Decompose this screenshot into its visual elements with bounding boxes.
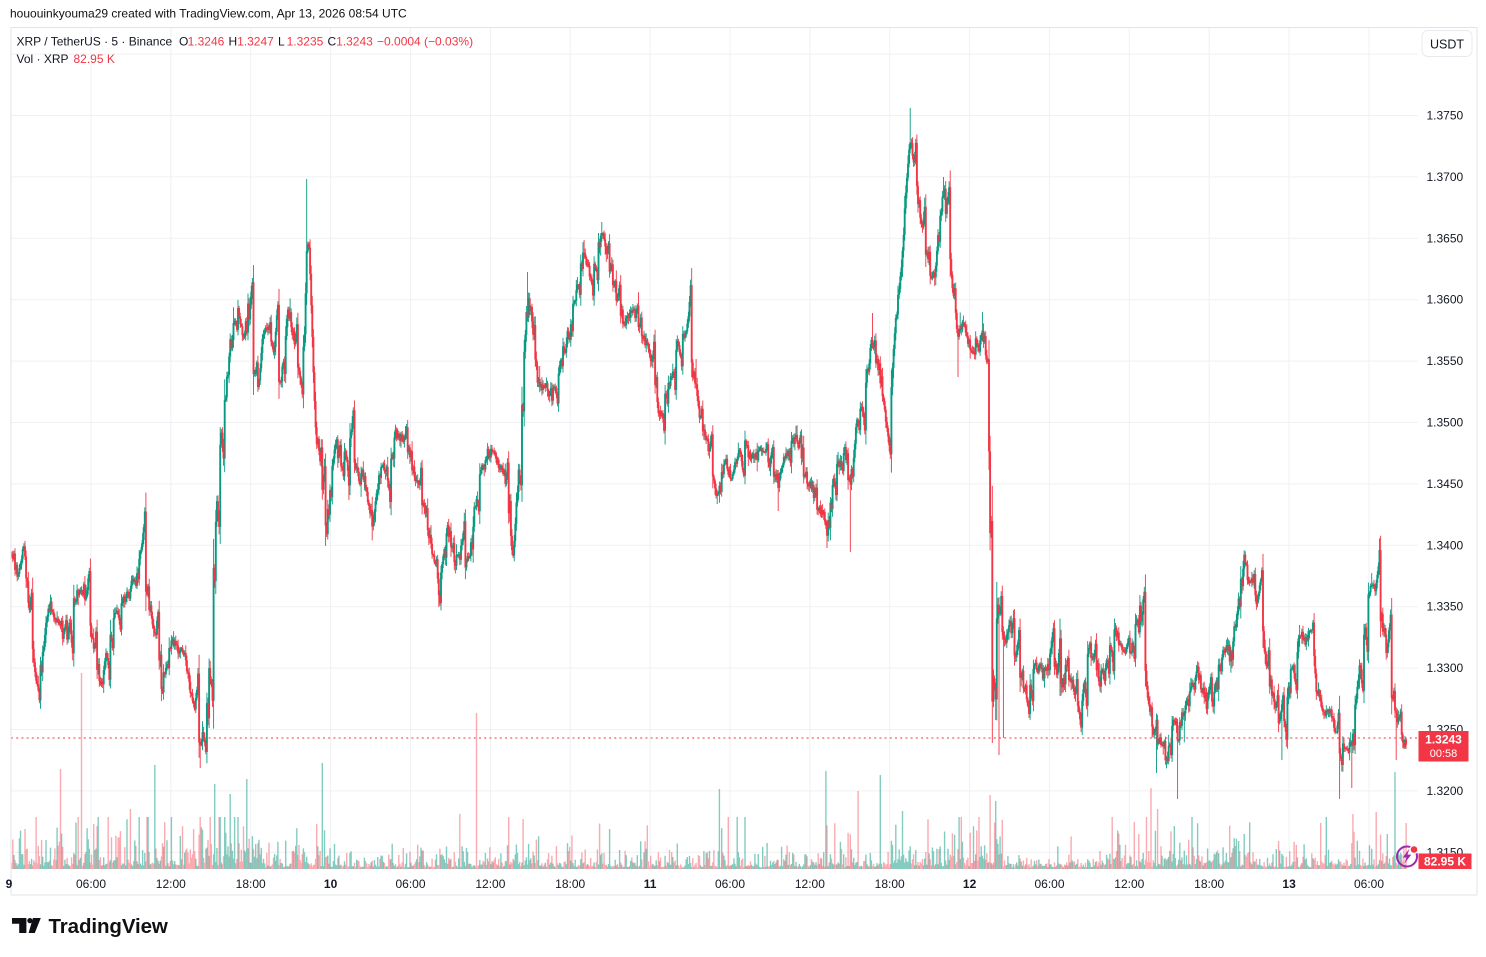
svg-text:12:00: 12:00 [475,877,505,891]
svg-text:H: H [229,35,238,49]
svg-text:1.3700: 1.3700 [1427,170,1464,184]
svg-text:1.3243: 1.3243 [1425,733,1462,747]
svg-text:12:00: 12:00 [795,877,825,891]
svg-text:06:00: 06:00 [76,877,106,891]
svg-text:1.3500: 1.3500 [1427,416,1464,430]
svg-text:12:00: 12:00 [1114,877,1144,891]
svg-text:O: O [179,35,188,49]
svg-text:18:00: 18:00 [875,877,905,891]
svg-text:XRP / TetherUS · 5 · Binance: XRP / TetherUS · 5 · Binance [17,35,173,49]
svg-text:1.3200: 1.3200 [1427,784,1464,798]
svg-text:USDT: USDT [1430,38,1464,52]
svg-text:13: 13 [1282,877,1296,891]
svg-text:C: C [328,35,337,49]
svg-text:82.95 K: 82.95 K [1424,855,1466,869]
svg-text:18:00: 18:00 [236,877,266,891]
svg-text:1.3235: 1.3235 [287,35,324,49]
svg-text:18:00: 18:00 [1194,877,1224,891]
svg-text:hououinkyouma29 created with T: hououinkyouma29 created with TradingView… [10,7,407,21]
svg-text:1.3300: 1.3300 [1427,661,1464,675]
svg-text:82.95 K: 82.95 K [74,52,115,66]
svg-text:06:00: 06:00 [395,877,425,891]
svg-text:1.3550: 1.3550 [1427,354,1464,368]
svg-text:00:58: 00:58 [1430,748,1458,760]
svg-text:10: 10 [324,877,338,891]
svg-text:06:00: 06:00 [1034,877,1064,891]
svg-text:−0.0004 (−0.03%): −0.0004 (−0.03%) [377,35,473,49]
svg-text:1.3450: 1.3450 [1427,477,1464,491]
svg-text:1.3650: 1.3650 [1427,231,1464,245]
svg-text:06:00: 06:00 [715,877,745,891]
svg-text:1.3243: 1.3243 [336,35,373,49]
svg-text:1.3600: 1.3600 [1427,293,1464,307]
svg-text:11: 11 [644,877,657,891]
svg-text:18:00: 18:00 [555,877,585,891]
svg-text:1.3400: 1.3400 [1427,538,1464,552]
svg-text:1.3350: 1.3350 [1427,600,1464,614]
svg-text:12:00: 12:00 [156,877,186,891]
svg-text:Vol · XRP: Vol · XRP [17,52,69,66]
svg-text:9: 9 [6,877,13,891]
svg-text:L: L [278,35,285,49]
svg-text:TradingView: TradingView [49,915,168,938]
svg-text:12: 12 [963,877,977,891]
svg-text:06:00: 06:00 [1354,877,1384,891]
svg-text:1.3246: 1.3246 [188,35,225,49]
svg-text:1.3750: 1.3750 [1427,109,1464,123]
svg-text:1.3247: 1.3247 [237,35,274,49]
